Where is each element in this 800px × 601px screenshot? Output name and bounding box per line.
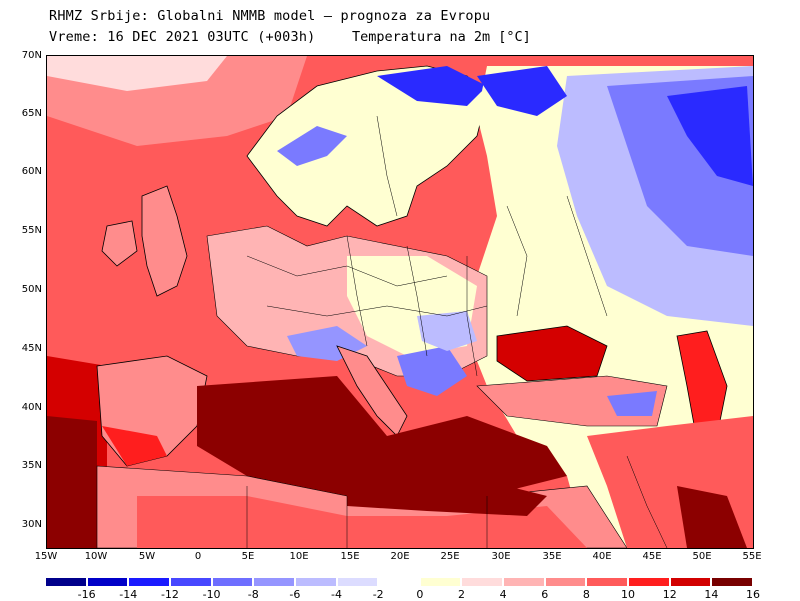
lon-label-15e: 15E <box>340 551 360 562</box>
temperature-map <box>46 55 754 549</box>
lat-label-60n: 60N <box>21 166 42 177</box>
lon-label-5w: 5W <box>138 551 156 562</box>
model-title: RHMZ Srbije: Globalni NMMB model — progn… <box>49 8 491 24</box>
colorbar-label: -4 <box>331 588 342 601</box>
lon-label-5e: 5E <box>241 551 255 562</box>
colorbar-segment <box>87 578 128 586</box>
libya-hot <box>347 476 547 516</box>
ireland-land <box>101 220 138 267</box>
colorbar-label: 12 <box>662 588 677 601</box>
balkans-cold <box>397 346 467 396</box>
lat-label-70n: 70N <box>21 50 42 61</box>
colorbar-segment <box>712 578 752 586</box>
colorbar-label: 14 <box>704 588 719 601</box>
lat-label-40n: 40N <box>21 402 42 413</box>
valid-time-label: Vreme: 16 DEC 2021 03UTC (+003h) <box>49 29 316 45</box>
colorbar-label: -6 <box>289 588 301 601</box>
map-canvas <box>47 56 753 548</box>
colorbar-label: 16 <box>746 588 760 601</box>
colorbar-label: -16 <box>77 588 96 601</box>
colorbar-label: 6 <box>541 588 549 601</box>
italy-land <box>336 345 408 437</box>
colorbar-segment <box>670 578 711 586</box>
scandinavia-land <box>246 65 488 227</box>
lon-label-55e: 55E <box>742 551 762 562</box>
colorbar-label: -10 <box>202 588 221 601</box>
lat-label-45n: 45N <box>21 343 42 354</box>
colorbar-segment <box>462 578 503 586</box>
mediterranean-sea <box>197 376 567 496</box>
colorbar-label: 4 <box>499 588 507 601</box>
colorbar-label: 2 <box>457 588 465 601</box>
colorbar <box>46 578 754 586</box>
colorbar-label: -2 <box>372 588 384 601</box>
lon-label-40e: 40E <box>592 551 612 562</box>
arctic-pale-band <box>47 56 227 91</box>
lon-label-20e: 20E <box>390 551 410 562</box>
lon-label-30e: 30E <box>491 551 511 562</box>
lon-label-35e: 35E <box>542 551 562 562</box>
lon-label-10w: 10W <box>84 551 108 562</box>
colorbar-segment <box>46 578 86 586</box>
finland-cold <box>477 66 567 116</box>
colorbar-segment <box>254 578 294 586</box>
colorbar-label: 0 <box>416 588 424 601</box>
lon-label-25e: 25E <box>440 551 460 562</box>
lon-label-0: 0 <box>194 551 202 562</box>
pannonian-cold <box>417 311 477 351</box>
lat-label-55n: 55N <box>21 225 42 236</box>
colorbar-segment <box>545 578 586 586</box>
colorbar-label: -12 <box>160 588 179 601</box>
lat-label-35n: 35N <box>21 460 42 471</box>
colorbar-label: 10 <box>621 588 636 601</box>
north-africa-warm <box>137 496 587 548</box>
lapland-cold <box>377 66 487 106</box>
iberia-warm-coast <box>102 426 167 466</box>
russia-cold-deep <box>667 86 753 186</box>
persian-gulf-hot <box>677 486 747 548</box>
scandinavia-cold <box>277 126 347 166</box>
colorbar-segment <box>379 578 419 586</box>
country-borders <box>246 115 668 548</box>
colorbar-segment <box>629 578 669 586</box>
far-south-atlantic <box>47 416 97 548</box>
black-sea <box>496 325 608 382</box>
colorbar-segment <box>420 578 461 586</box>
lon-label-45e: 45E <box>642 551 662 562</box>
colorbar-segment <box>212 578 253 586</box>
colorbar-segment <box>295 578 336 586</box>
lon-label-15w: 15W <box>34 551 58 562</box>
colorbar-segment <box>170 578 211 586</box>
lon-label-10e: 10E <box>289 551 309 562</box>
variable-label: Temperatura na 2m [°C] <box>352 29 531 45</box>
anatolia-cold <box>607 391 657 416</box>
lat-label-65n: 65N <box>21 108 42 119</box>
colorbar-label: 8 <box>582 588 590 601</box>
lat-label-30n: 30N <box>21 519 42 530</box>
colorbar-label: -8 <box>247 588 259 601</box>
colorbar-segment <box>337 578 378 586</box>
britain-land <box>141 185 188 297</box>
colorbar-label: -14 <box>119 588 138 601</box>
colorbar-segment <box>129 578 169 586</box>
colorbar-segment <box>504 578 544 586</box>
colorbar-segment <box>587 578 628 586</box>
lon-label-50e: 50E <box>692 551 712 562</box>
lat-label-50n: 50N <box>21 284 42 295</box>
